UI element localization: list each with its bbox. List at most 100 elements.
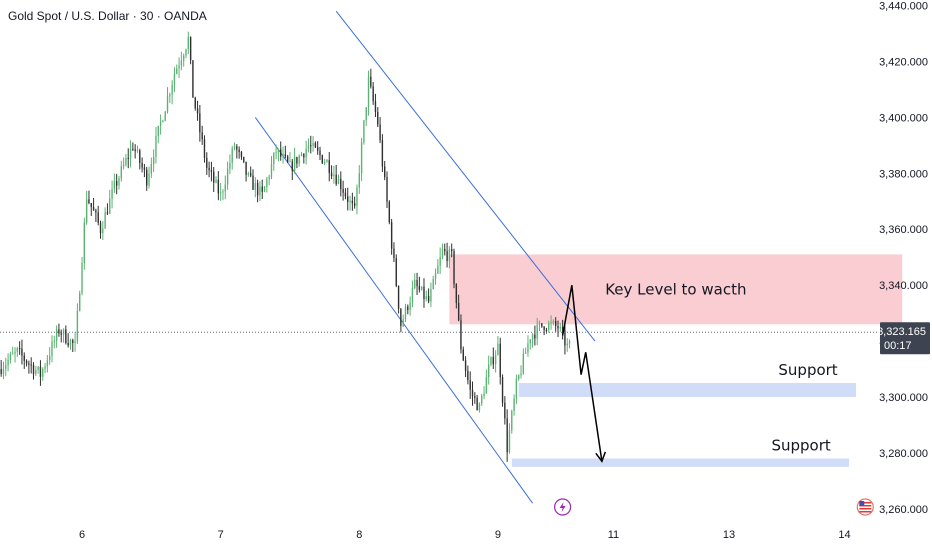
candle-body bbox=[363, 120, 365, 143]
candle-body bbox=[441, 249, 444, 258]
candle-body bbox=[85, 199, 88, 223]
candle-body bbox=[152, 156, 155, 164]
candle-body bbox=[471, 389, 474, 397]
candle bbox=[300, 151, 303, 157]
candle-body bbox=[185, 49, 187, 56]
projection-arrow bbox=[561, 285, 607, 463]
candle-body bbox=[256, 182, 259, 196]
candle-body bbox=[118, 178, 120, 186]
candle bbox=[157, 125, 159, 144]
channel-line-upper bbox=[335, 10, 596, 342]
candle bbox=[46, 354, 49, 373]
candle bbox=[206, 152, 208, 175]
candle bbox=[534, 325, 536, 346]
candle bbox=[32, 362, 35, 380]
price-badge-bg bbox=[880, 322, 930, 355]
candle bbox=[370, 68, 372, 89]
candle bbox=[261, 179, 263, 199]
candle-body bbox=[104, 212, 106, 229]
candle bbox=[81, 257, 83, 296]
candle bbox=[146, 166, 148, 191]
events-layer[interactable] bbox=[554, 498, 874, 516]
candle bbox=[102, 220, 104, 240]
candle-body bbox=[88, 199, 90, 204]
time-axis[interactable]: 6 7 8 9 11 13 14 bbox=[79, 529, 851, 541]
candle-body bbox=[176, 68, 178, 74]
candle-body bbox=[224, 184, 226, 192]
candle-body bbox=[554, 321, 557, 326]
candle-body bbox=[146, 169, 148, 186]
candle-body bbox=[180, 60, 183, 66]
candle-body bbox=[319, 150, 321, 156]
candle bbox=[451, 243, 453, 258]
candle-body bbox=[74, 341, 76, 343]
candle-body bbox=[344, 192, 347, 197]
candle-body bbox=[39, 366, 42, 377]
candle-body bbox=[53, 340, 55, 342]
candle bbox=[192, 60, 194, 98]
candle-body bbox=[150, 163, 153, 174]
price-tick-label: 3,400.000 bbox=[879, 112, 928, 124]
candle bbox=[55, 325, 58, 348]
candle-body bbox=[166, 96, 169, 112]
candle bbox=[201, 125, 203, 145]
candle bbox=[199, 104, 201, 142]
channel-layer bbox=[254, 10, 596, 504]
candle bbox=[347, 187, 349, 211]
candle bbox=[187, 31, 190, 55]
candle bbox=[139, 148, 141, 170]
candle-body bbox=[305, 148, 307, 158]
candle bbox=[48, 347, 51, 365]
candle bbox=[12, 346, 14, 355]
candle bbox=[280, 141, 282, 161]
candle bbox=[559, 323, 561, 332]
time-tick-label: 9 bbox=[495, 529, 501, 541]
candle-body bbox=[430, 289, 432, 302]
candle-body bbox=[534, 334, 536, 339]
candle bbox=[303, 153, 305, 164]
candle-body bbox=[411, 288, 414, 303]
candle bbox=[259, 181, 261, 202]
candle bbox=[69, 338, 72, 350]
candle-body bbox=[333, 174, 335, 176]
candle-body bbox=[208, 167, 210, 171]
candle-body bbox=[300, 154, 303, 156]
candle-body bbox=[289, 161, 291, 163]
support-zone bbox=[518, 383, 857, 397]
candle bbox=[504, 396, 506, 425]
candle-body bbox=[321, 155, 324, 164]
candle bbox=[377, 107, 379, 128]
candle bbox=[155, 126, 157, 164]
candle bbox=[76, 303, 79, 344]
candle-body bbox=[298, 155, 300, 164]
candle-body bbox=[48, 355, 51, 361]
candle bbox=[384, 160, 386, 181]
candle bbox=[358, 165, 360, 195]
candle-body bbox=[307, 145, 310, 149]
candle-body bbox=[511, 411, 513, 431]
candle bbox=[270, 156, 273, 180]
candle bbox=[85, 190, 88, 225]
candle bbox=[224, 175, 226, 200]
candle-body bbox=[90, 203, 92, 208]
candle-body bbox=[226, 168, 229, 185]
candle-body bbox=[113, 180, 116, 189]
candle bbox=[305, 140, 307, 165]
candle-body bbox=[7, 360, 9, 366]
candle bbox=[127, 148, 129, 169]
candle-body bbox=[5, 365, 7, 369]
candle bbox=[9, 351, 12, 364]
candle bbox=[273, 152, 275, 171]
candle-body bbox=[550, 322, 552, 324]
candle bbox=[210, 161, 213, 182]
candle-body bbox=[434, 273, 437, 279]
candle bbox=[323, 158, 326, 166]
candle-body bbox=[446, 251, 448, 262]
candle bbox=[284, 145, 287, 159]
candle bbox=[233, 142, 236, 151]
candle-body bbox=[148, 173, 150, 186]
candle bbox=[189, 36, 192, 65]
candle bbox=[349, 195, 351, 211]
